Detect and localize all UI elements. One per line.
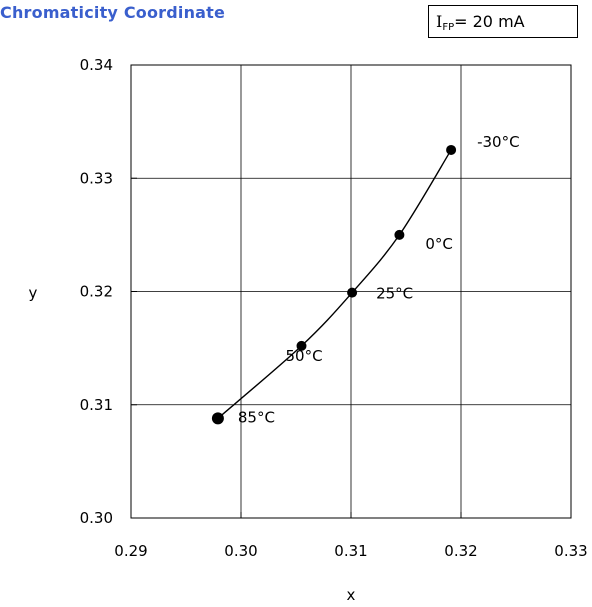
y-axis-label: y [29, 284, 38, 302]
condition-symbol: I [436, 12, 443, 31]
test-condition-box: IFP= 20 mA [428, 5, 578, 38]
point-layer: 85°C 50°C 25°C 0°C -30°C [211, 133, 520, 426]
tick-layer: 0.29 0.30 0.31 0.32 0.330.300.310.320.330.34 [80, 56, 588, 560]
series-line [217, 149, 452, 419]
y-tick-label: 0.33 [80, 169, 113, 187]
data-point [394, 229, 405, 240]
y-tick-label: 0.31 [80, 396, 113, 414]
x-axis-label: x [347, 586, 356, 604]
data-point-label: 50°C [286, 347, 323, 365]
data-point-label: 0°C [425, 235, 453, 253]
data-point-label: -30°C [477, 133, 519, 151]
data-point-label: 85°C [238, 408, 275, 426]
data-point [347, 287, 358, 298]
y-tick-label: 0.30 [80, 509, 113, 527]
y-tick-label: 0.34 [80, 56, 113, 74]
condition-value: = 20 mA [454, 12, 525, 31]
x-tick-label: 0.29 [114, 542, 147, 560]
data-point-label: 25°C [376, 285, 413, 303]
data-point [446, 144, 457, 155]
x-tick-label: 0.33 [554, 542, 587, 560]
x-tick-label: 0.32 [444, 542, 477, 560]
x-tick-label: 0.31 [334, 542, 367, 560]
x-tick-label: 0.30 [224, 542, 257, 560]
data-point [296, 340, 307, 351]
chart-title: Chromaticity Coordinate [0, 3, 226, 22]
condition-subscript: FP [442, 22, 455, 33]
y-tick-label: 0.32 [80, 283, 113, 301]
data-point [211, 412, 224, 425]
